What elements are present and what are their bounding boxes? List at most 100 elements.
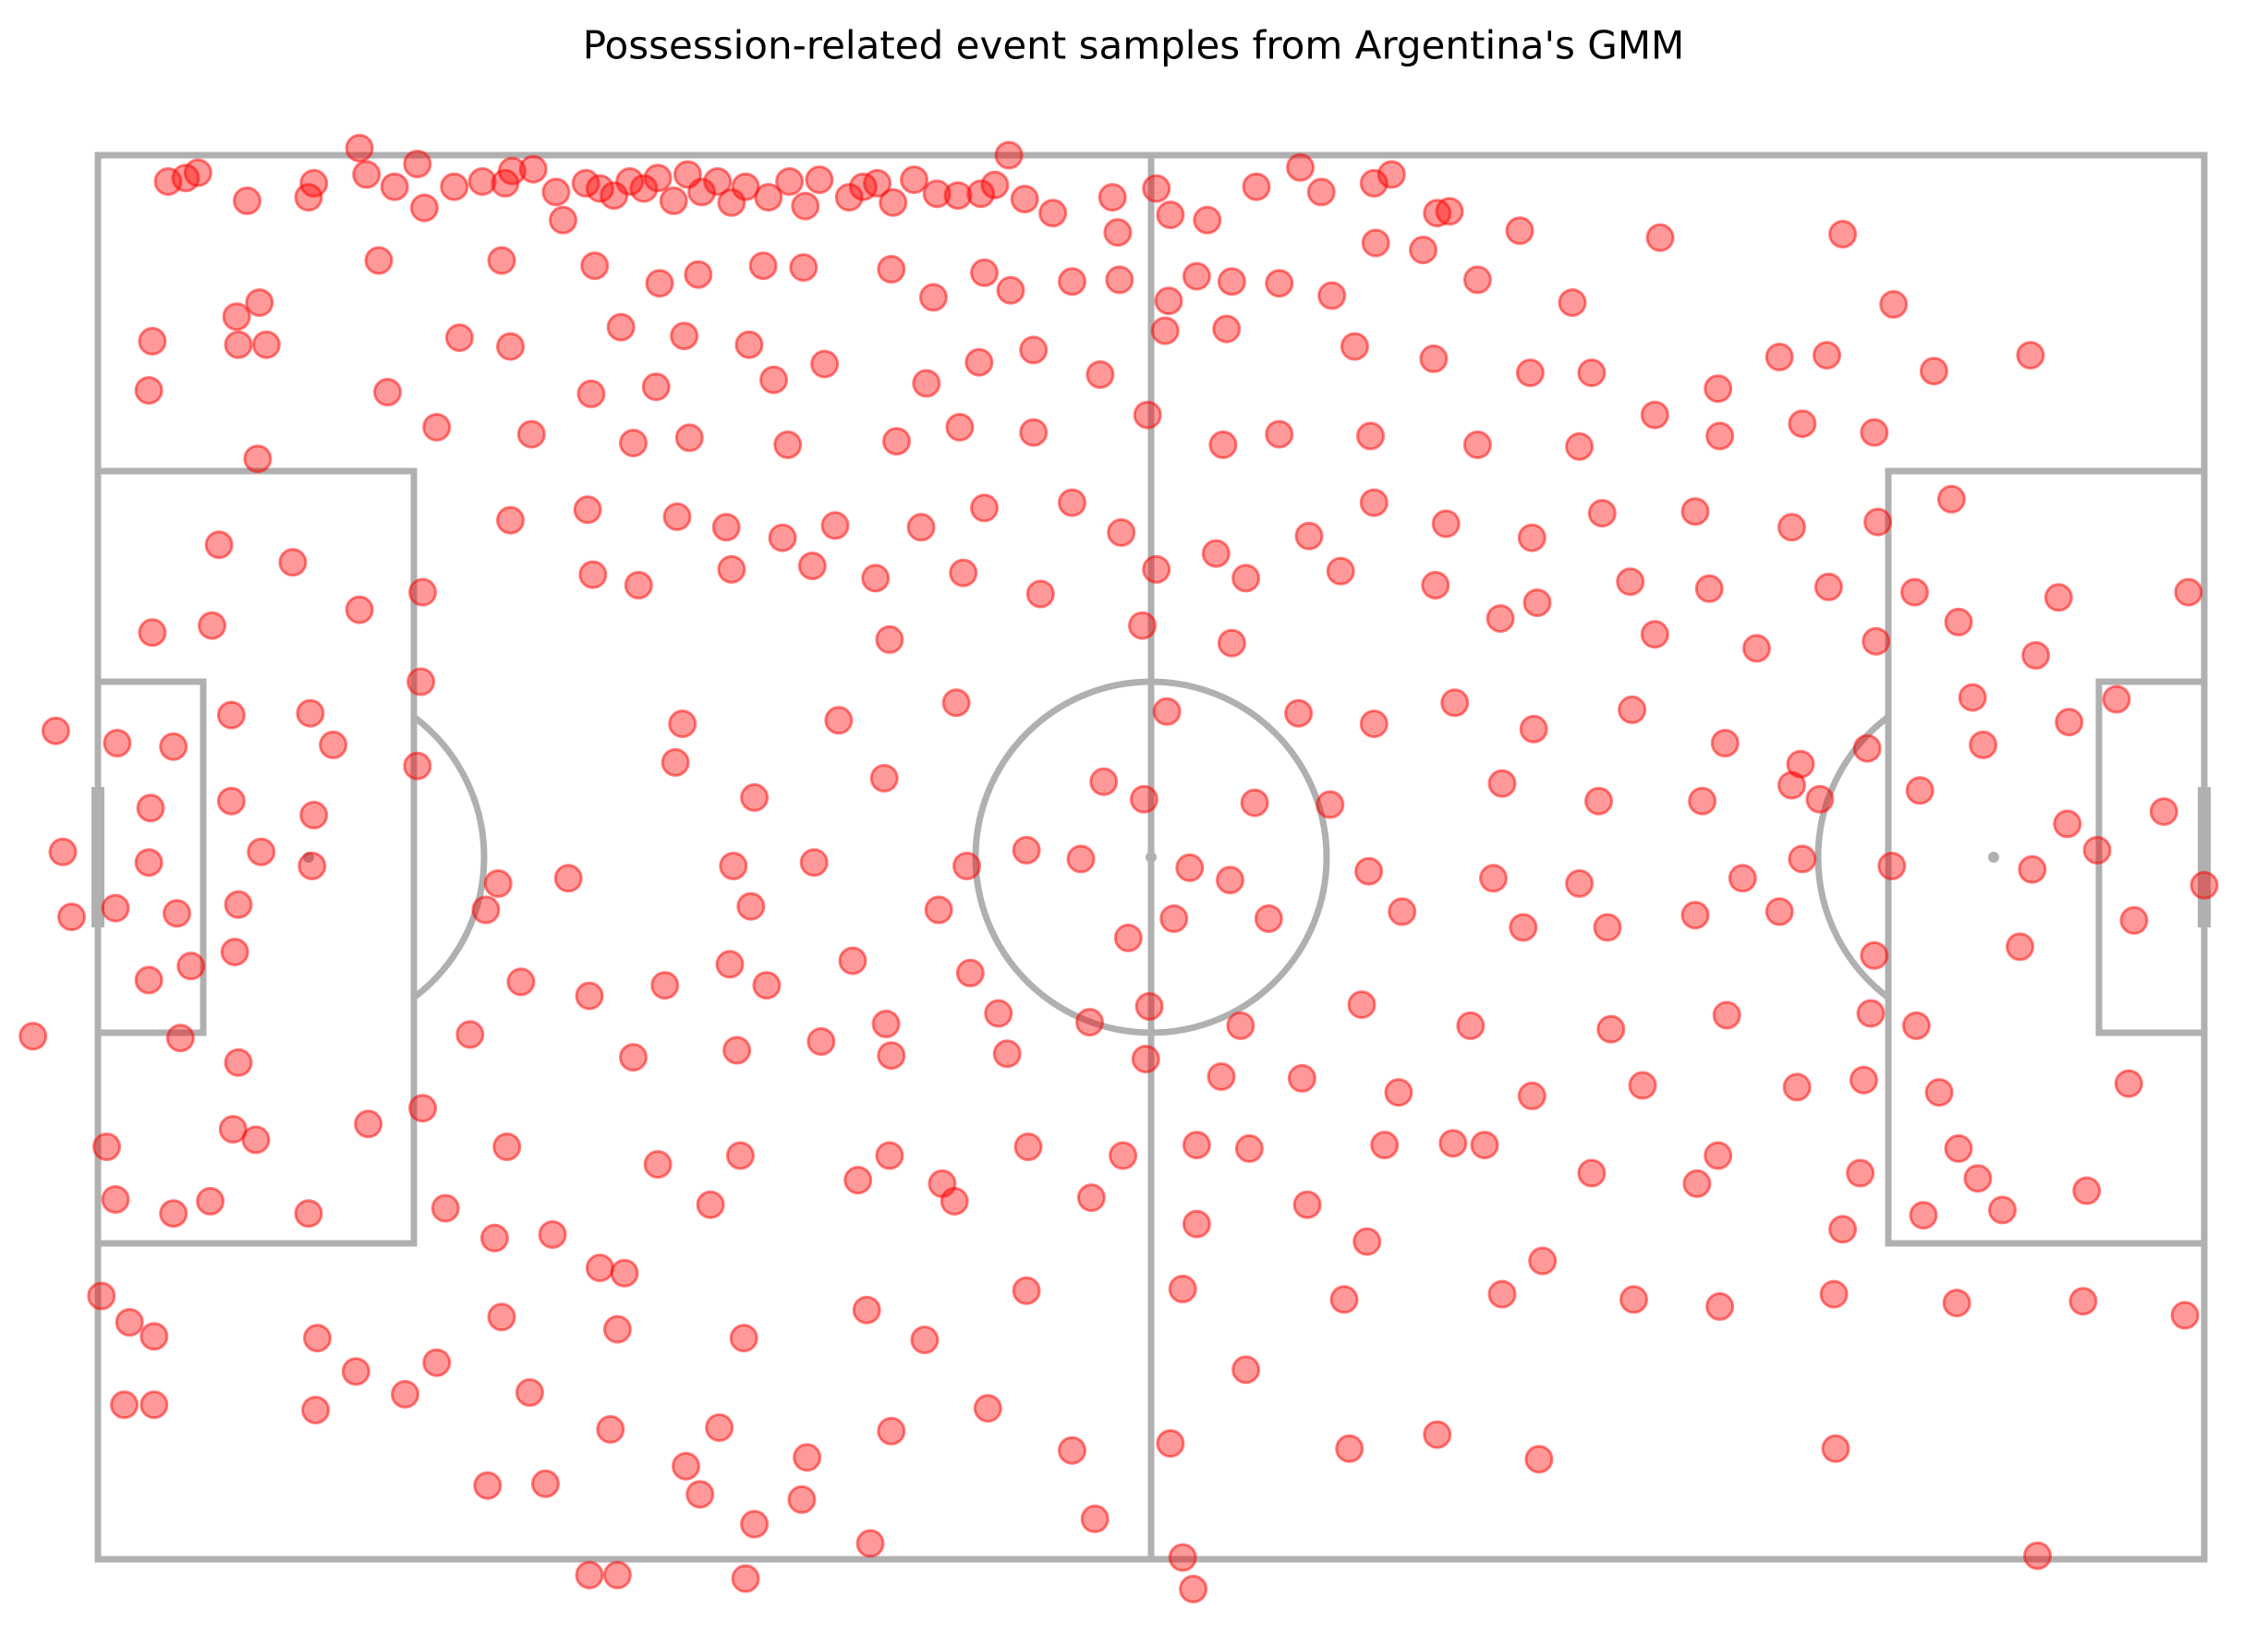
event-point xyxy=(1438,1129,1468,1158)
event-point xyxy=(1352,1227,1382,1256)
event-point xyxy=(455,1020,485,1049)
event-point xyxy=(970,493,999,523)
event-point xyxy=(2055,708,2084,737)
event-point xyxy=(973,1394,1002,1423)
event-point xyxy=(391,1379,419,1409)
event-point xyxy=(736,891,766,921)
event-point xyxy=(1924,1078,1954,1108)
event-point xyxy=(863,168,892,198)
event-point xyxy=(585,174,614,203)
event-point xyxy=(497,156,527,186)
event-point xyxy=(820,511,850,540)
event-point xyxy=(1963,1164,1993,1193)
event-point xyxy=(1879,290,1909,319)
event-point xyxy=(408,577,437,607)
event-point xyxy=(1217,267,1246,297)
event-point xyxy=(492,1132,522,1161)
event-point xyxy=(1359,488,1389,517)
event-point xyxy=(955,958,985,987)
event-point xyxy=(103,729,132,757)
event-point xyxy=(685,1480,715,1509)
event-point xyxy=(1156,1429,1185,1459)
event-point xyxy=(1517,1081,1546,1110)
event-point xyxy=(1505,216,1534,246)
event-point xyxy=(1025,579,1055,609)
event-point xyxy=(1284,698,1314,728)
event-point xyxy=(748,251,778,281)
event-point xyxy=(1168,1543,1197,1572)
six-yard-box xyxy=(2095,678,2208,1036)
event-point xyxy=(875,1141,904,1170)
event-point xyxy=(1080,1504,1110,1533)
event-point xyxy=(1813,572,1843,601)
event-point xyxy=(516,419,546,449)
event-point xyxy=(216,700,246,730)
event-point xyxy=(1856,999,1886,1028)
event-point xyxy=(506,967,536,997)
event-point xyxy=(1587,499,1617,528)
event-point xyxy=(1509,913,1538,942)
event-point xyxy=(115,1308,144,1337)
event-point xyxy=(1704,1141,1733,1170)
event-point xyxy=(1265,419,1294,449)
event-point xyxy=(1852,733,1882,763)
event-point xyxy=(2082,835,2112,865)
event-point xyxy=(650,971,680,1000)
event-point xyxy=(2170,1301,2200,1330)
event-point xyxy=(2068,1287,2098,1316)
event-point xyxy=(984,999,1013,1028)
event-point xyxy=(1524,1445,1554,1474)
event-point xyxy=(949,558,978,587)
event-point xyxy=(1863,507,1893,537)
event-point xyxy=(1782,1072,1812,1102)
event-point xyxy=(541,177,571,207)
event-point xyxy=(1519,714,1548,744)
event-point xyxy=(299,168,329,198)
event-point xyxy=(1287,1063,1316,1093)
event-point xyxy=(1240,788,1269,818)
event-point xyxy=(515,1378,544,1407)
event-point xyxy=(1103,218,1133,248)
event-point xyxy=(759,365,788,394)
event-point xyxy=(1584,786,1613,816)
event-point xyxy=(1133,400,1162,430)
event-point xyxy=(496,332,525,361)
event-point xyxy=(731,172,760,201)
event-point xyxy=(1742,634,1771,663)
event-point xyxy=(610,1258,639,1288)
event-point xyxy=(773,430,803,459)
event-point xyxy=(602,1560,632,1590)
event-point xyxy=(1347,990,1377,1020)
event-point xyxy=(224,890,253,919)
event-point xyxy=(740,782,770,812)
event-point xyxy=(877,1416,906,1446)
event-point xyxy=(1359,709,1389,739)
event-point xyxy=(1712,1000,1741,1030)
event-point xyxy=(1765,897,1794,926)
event-point xyxy=(183,158,212,188)
event-point xyxy=(251,330,281,359)
event-point xyxy=(1517,523,1546,552)
event-point xyxy=(575,981,604,1011)
event-point xyxy=(198,611,226,640)
event-point xyxy=(725,1141,755,1170)
event-point xyxy=(373,378,402,406)
event-point xyxy=(940,1186,969,1216)
event-point xyxy=(422,413,452,442)
event-point xyxy=(1085,360,1115,389)
event-point xyxy=(92,1132,121,1161)
event-point xyxy=(2044,583,2073,612)
event-point xyxy=(165,1023,195,1053)
event-point xyxy=(1231,1355,1261,1385)
event-point xyxy=(722,1036,752,1065)
event-point xyxy=(1435,197,1464,226)
event-point xyxy=(1113,923,1143,952)
event-point xyxy=(204,530,234,560)
event-point xyxy=(1944,1133,1973,1163)
event-point xyxy=(1208,430,1238,459)
event-point xyxy=(855,1529,885,1558)
event-point xyxy=(875,624,904,654)
event-point xyxy=(1075,1008,1104,1037)
event-point xyxy=(553,864,583,893)
